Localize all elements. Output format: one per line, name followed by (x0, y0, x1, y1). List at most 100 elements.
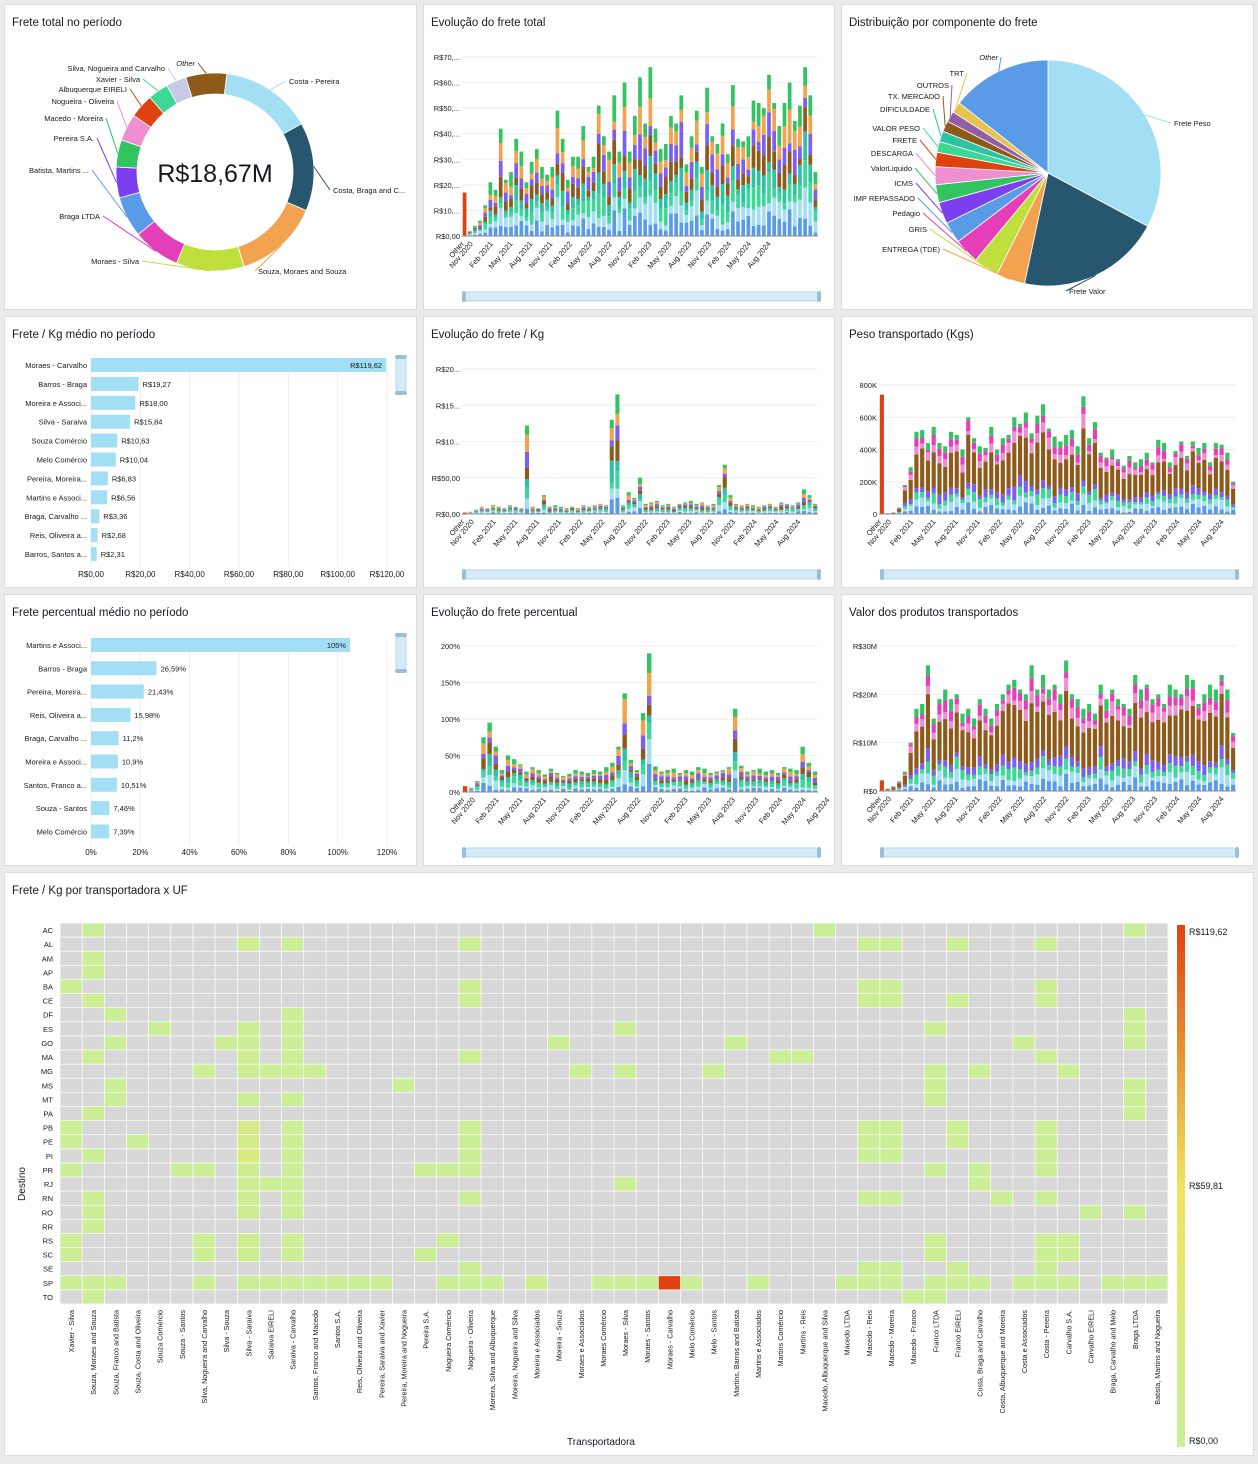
bar-segment (648, 67, 653, 99)
bar-segment (705, 112, 709, 125)
bar-segment (702, 773, 707, 777)
bar-segment (1202, 781, 1207, 785)
bar-segment (491, 506, 496, 508)
bar-segment (524, 777, 529, 779)
bar-segment (711, 505, 716, 508)
bar-segment (1006, 434, 1011, 439)
bar-segment (977, 467, 982, 496)
bar-segment (617, 191, 622, 197)
bar-segment (607, 216, 611, 224)
bar-segment (604, 790, 609, 792)
bar-segment (812, 774, 818, 778)
bar-segment (914, 723, 919, 732)
bar-segment (1196, 784, 1201, 791)
bar-segment (663, 194, 668, 209)
bar-segment (1029, 442, 1034, 454)
bar-segment (615, 425, 620, 441)
bar-segment (914, 454, 919, 489)
slice-label: ICMS (894, 179, 913, 188)
bar-segment (948, 431, 954, 439)
bar-segment (628, 782, 634, 787)
bar-segment (474, 512, 479, 514)
bar-segment (788, 781, 793, 783)
bar-segment (1012, 767, 1017, 782)
bar-segment (1058, 775, 1063, 787)
bar-segment (462, 512, 467, 514)
bar-segment (1208, 704, 1213, 713)
bar-segment (669, 181, 673, 194)
bar-segment (784, 504, 789, 506)
bar-segment (734, 506, 739, 508)
bar-segment (674, 123, 678, 132)
bar-segment (491, 505, 496, 507)
bar-segment (609, 499, 614, 514)
bar-segment (669, 205, 673, 214)
bar-segment (977, 766, 982, 776)
heatmap-cell (458, 1162, 482, 1177)
bar-segment (1167, 462, 1172, 468)
bar-segment (534, 207, 539, 221)
value-label: 11,2% (123, 734, 144, 743)
bar-segment (710, 201, 715, 214)
bar-segment (496, 510, 501, 512)
bar-segment (626, 492, 631, 496)
bar-segment (475, 790, 480, 792)
bar-segment (897, 508, 902, 512)
bar-segment (1115, 699, 1121, 706)
bar-segment (505, 782, 511, 788)
bar-segment (615, 471, 620, 489)
bar-segment (925, 449, 931, 453)
bar-segment (762, 505, 767, 507)
heatmap-cell (1035, 979, 1058, 994)
bar-segment (732, 730, 738, 739)
bar-segment (530, 790, 535, 792)
bar-segment (803, 187, 807, 219)
bar-segment (576, 205, 580, 215)
bar (91, 547, 97, 561)
bar-segment (1104, 775, 1109, 785)
card-evolucao-kg: Evolução do frete / Kg R$0,00 R$50,00 R$10… (423, 316, 835, 588)
bar-segment (529, 161, 534, 174)
bar-segment (1208, 761, 1213, 768)
heatmap-cell (458, 1275, 482, 1290)
bar-segment (1115, 459, 1121, 462)
bar-segment (1167, 473, 1172, 495)
bar-segment (499, 786, 505, 790)
bar-segment (1006, 488, 1011, 496)
bar-segment (1127, 776, 1132, 785)
bar-segment (1035, 433, 1040, 443)
bar-segment (1017, 426, 1023, 433)
bar-segment (761, 134, 766, 156)
bar-segment (1173, 454, 1178, 458)
bar-segment (813, 184, 818, 190)
bar-segment (914, 438, 919, 447)
bar-segment (485, 509, 490, 511)
bar-segment (700, 508, 705, 510)
bar-segment (474, 510, 479, 512)
bar-segment (779, 502, 784, 504)
bar-segment (1092, 728, 1098, 767)
bar-segment (602, 171, 606, 184)
bar-segment (784, 506, 789, 509)
bar-segment (808, 225, 813, 236)
bar-segment (902, 502, 907, 506)
heatmap-cell (392, 1078, 415, 1093)
bar-segment (741, 147, 746, 160)
bar-segment (989, 505, 994, 514)
bar-segment (767, 137, 771, 162)
bar-segment (558, 506, 563, 509)
bar-segment (769, 770, 775, 774)
bar-segment (519, 509, 524, 511)
heatmap-cell (924, 1233, 947, 1248)
bar-segment (622, 188, 627, 199)
heatmap-cell (414, 1162, 437, 1177)
leader-line (141, 260, 211, 272)
slice-label: FRETE (892, 136, 917, 145)
bar-segment (587, 508, 592, 510)
bar-segment (767, 503, 773, 505)
bar-segment (548, 772, 554, 777)
bar-segment (908, 479, 913, 500)
heatmap-cell (303, 1064, 326, 1079)
bar-segment (769, 781, 775, 785)
bar-segment (807, 512, 812, 514)
